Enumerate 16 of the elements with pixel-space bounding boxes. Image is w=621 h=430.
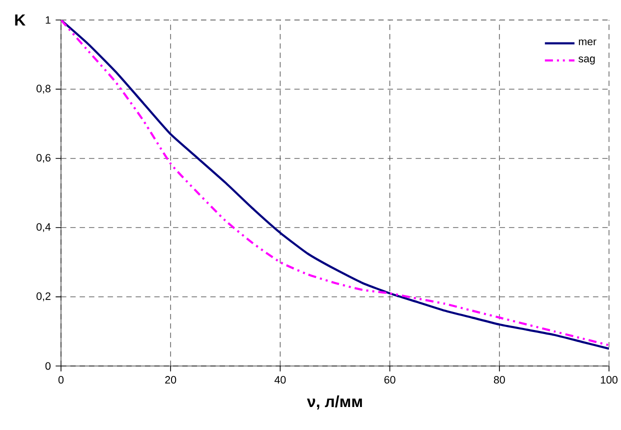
x-axis-title: ν, л/мм <box>306 395 362 410</box>
legend-label: mer <box>578 39 596 46</box>
y-tick-label: 0,2 <box>36 292 50 302</box>
y-tick-label: 0,8 <box>36 84 50 94</box>
x-tick-label: 100 <box>600 376 618 384</box>
x-tick-label: 20 <box>165 376 176 384</box>
legend-label: sag <box>578 56 595 64</box>
y-tick-label: 0,6 <box>36 154 50 163</box>
y-tick-label: 1 <box>46 16 50 24</box>
y-axis-title: K <box>15 14 26 26</box>
x-tick-label: 40 <box>274 376 286 384</box>
x-tick-label: 80 <box>494 376 505 384</box>
x-tick-label: 0 <box>58 376 64 384</box>
x-tick-label: 60 <box>384 376 396 384</box>
y-tick-label: 0 <box>45 362 51 370</box>
y-tick-label: 0,4 <box>36 223 51 232</box>
